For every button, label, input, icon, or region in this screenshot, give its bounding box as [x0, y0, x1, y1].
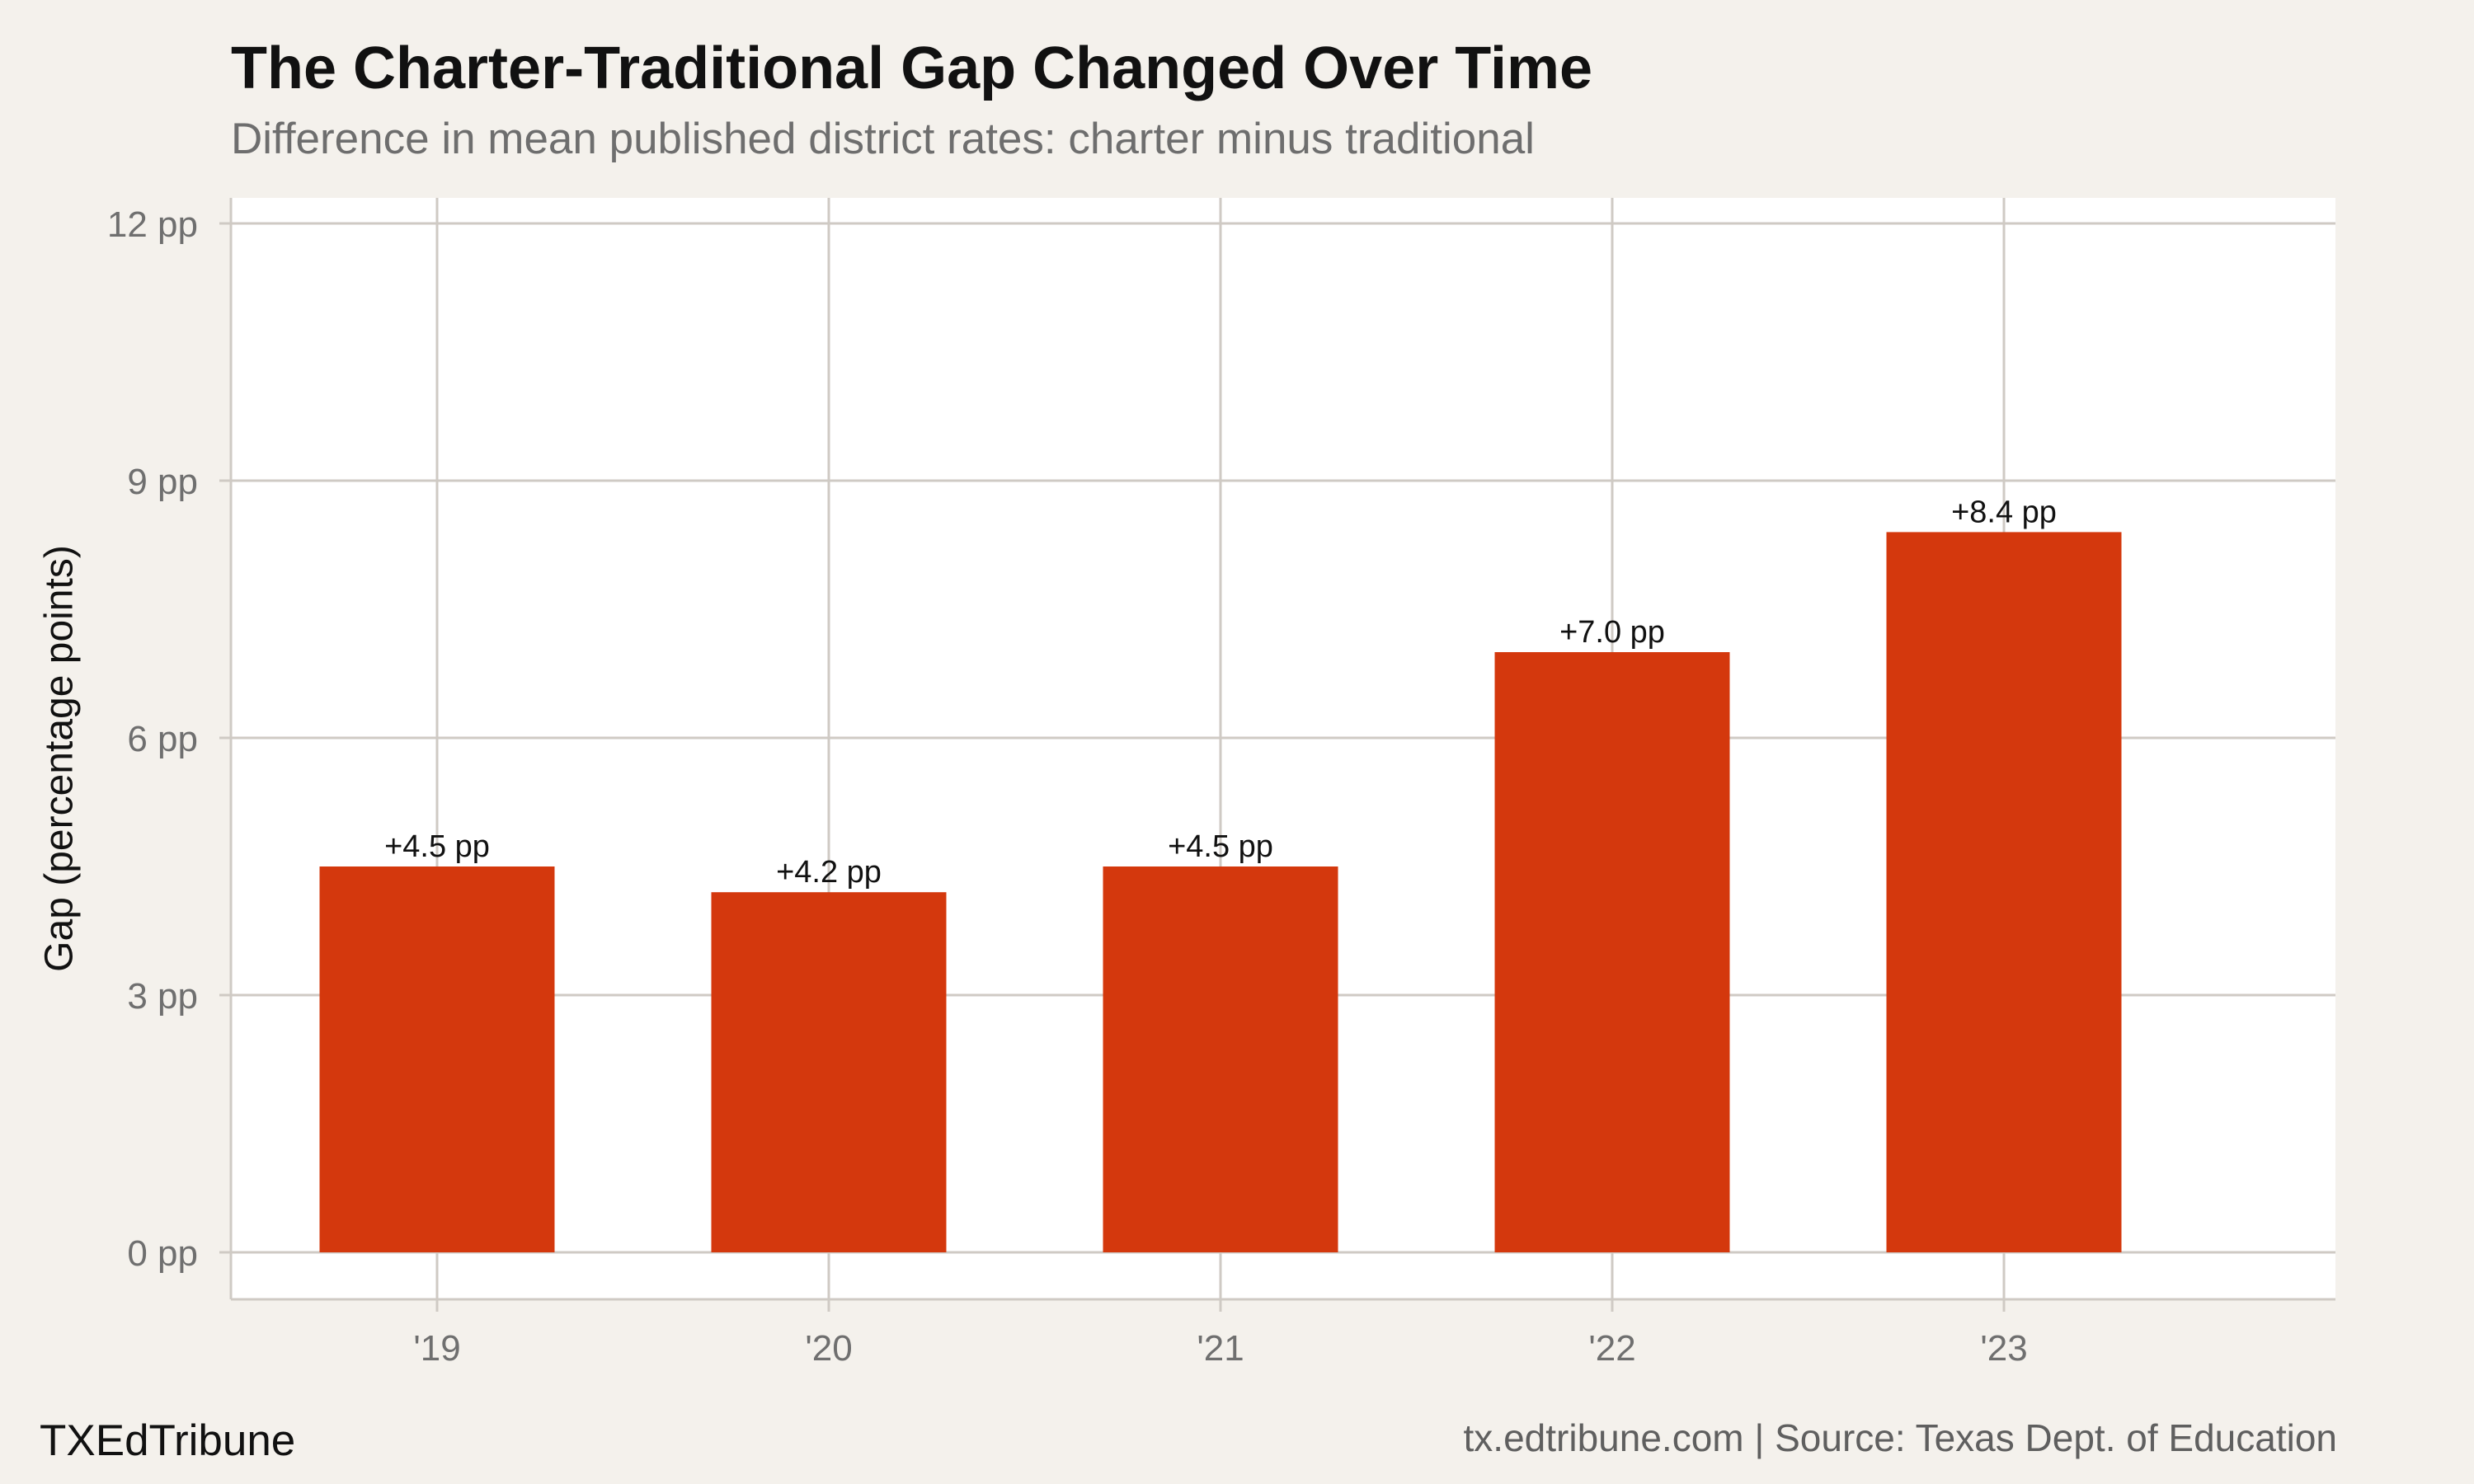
source-credit: tx.edtribune.com | Source: Texas Dept. o… — [1463, 1416, 2337, 1459]
data-label-0: +4.5 pp — [384, 829, 490, 864]
x-tick-label: '20 — [805, 1328, 852, 1369]
y-axis-title: Gap (percentage points) — [37, 545, 82, 972]
bar-0 — [319, 866, 555, 1252]
chart-subtitle: Difference in mean published district ra… — [231, 115, 1535, 163]
bar-2 — [1103, 866, 1338, 1252]
label-layer: +4.5 pp +4.2 pp +4.5 pp +7.0 pp +8.4 pp — [384, 495, 2057, 890]
y-tick-label: 6 pp — [127, 719, 198, 759]
data-label-1: +4.2 pp — [776, 855, 882, 890]
x-tick-label: '21 — [1197, 1328, 1244, 1369]
bar-4 — [1886, 532, 2122, 1252]
brand-name: TXEdTribune — [40, 1416, 296, 1465]
bar-1 — [711, 892, 947, 1252]
y-tick-label: 12 pp — [107, 204, 198, 245]
chart-title: The Charter-Traditional Gap Changed Over… — [231, 35, 1593, 101]
y-tick-label: 0 pp — [127, 1233, 198, 1274]
x-tick-label: '22 — [1588, 1328, 1635, 1369]
y-tick-label: 3 pp — [127, 976, 198, 1017]
data-label-2: +4.5 pp — [1168, 829, 1273, 864]
bar-3 — [1494, 652, 1730, 1252]
x-tick-label: '23 — [1980, 1328, 2027, 1369]
data-label-4: +8.4 pp — [1951, 495, 2057, 529]
x-tick-label: '19 — [413, 1328, 460, 1369]
y-tick-label: 9 pp — [127, 462, 198, 502]
data-label-3: +7.0 pp — [1559, 615, 1665, 650]
bar-layer — [319, 532, 2122, 1252]
axis-layer: 0 pp 3 pp 6 pp 9 pp 12 pp '19 '20 '21 '22 '23 — [107, 198, 2335, 1369]
